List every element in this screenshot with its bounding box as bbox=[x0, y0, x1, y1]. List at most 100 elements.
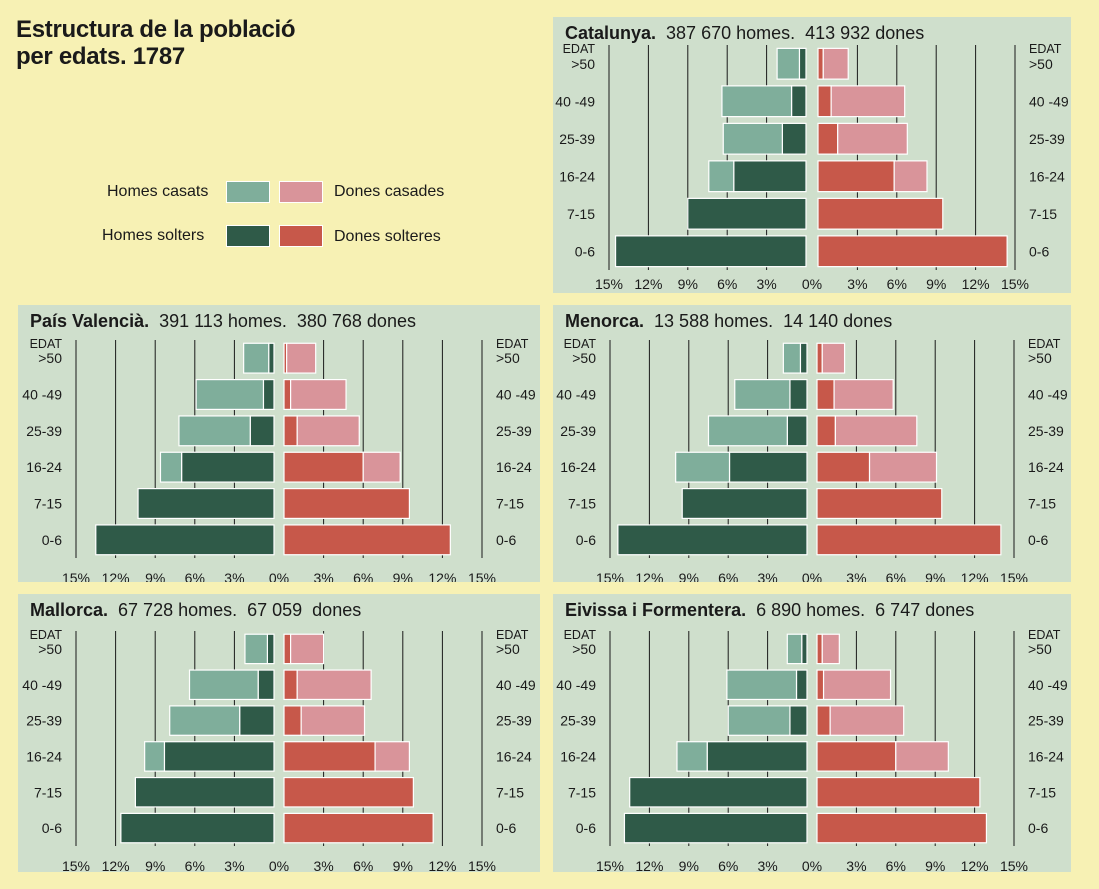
x-tick-label: 9% bbox=[926, 276, 946, 292]
panel-mallorca: Mallorca. 67 728 homes. 67 059 dones 0-6 0… bbox=[18, 594, 540, 872]
bar-homes-casats bbox=[721, 85, 793, 118]
x-tick-label: 9% bbox=[678, 276, 698, 292]
age-label-left: 0-6 bbox=[42, 820, 62, 836]
bar-dones-solteres bbox=[816, 451, 871, 483]
bar-homes-solters bbox=[163, 741, 275, 772]
bar-homes-solters bbox=[786, 415, 808, 447]
pyramid-chart: 0-6 0-6 7-15 7-15 16-24 16-24 25-39 25-39 40 -49… bbox=[22, 628, 536, 872]
bar-homes-casats bbox=[675, 451, 731, 483]
panel-title: Menorca. 13 588 homes. 14 140 dones bbox=[565, 311, 892, 332]
bar-dones-casades bbox=[374, 741, 410, 772]
age-label-right: 0-6 bbox=[1028, 820, 1048, 836]
bar-homes-solters bbox=[801, 633, 808, 665]
age-label-left: 16-24 bbox=[560, 459, 596, 475]
x-tick-label: 3% bbox=[313, 570, 333, 582]
age-label-right: 25-39 bbox=[496, 713, 532, 729]
x-tick-label: 0% bbox=[269, 570, 289, 582]
bar-homes-casats bbox=[776, 47, 801, 80]
bar-homes-solters bbox=[798, 47, 807, 80]
bar-dones-casades bbox=[290, 379, 347, 410]
x-tick-label: 6% bbox=[718, 570, 738, 582]
panel-title: Catalunya. 387 670 homes. 413 932 dones bbox=[565, 23, 924, 44]
bar-homes-solters bbox=[614, 235, 807, 268]
x-tick-label: 15% bbox=[1000, 570, 1028, 582]
age-label-left: 40 -49 bbox=[22, 677, 62, 693]
x-tick-label: 15% bbox=[596, 858, 624, 872]
age-label-right: >50 bbox=[1028, 350, 1052, 366]
x-tick-label: 12% bbox=[428, 570, 456, 582]
bar-dones-casades bbox=[286, 342, 317, 374]
age-label-left: 7-15 bbox=[568, 784, 596, 800]
bar-homes-solters bbox=[789, 705, 808, 736]
age-label-left: 25-39 bbox=[560, 713, 596, 729]
age-label-right: 25-39 bbox=[496, 423, 532, 439]
x-tick-label: 12% bbox=[635, 570, 663, 582]
age-label-left: 16-24 bbox=[559, 168, 595, 184]
age-label-right: 16-24 bbox=[1029, 168, 1065, 184]
bar-homes-solters bbox=[681, 488, 808, 519]
panel-title: País Valencià. 391 113 homes. 380 768 do… bbox=[30, 311, 416, 332]
bar-dones-solteres bbox=[816, 776, 981, 808]
edat-label-left: EDAT bbox=[564, 337, 597, 351]
bar-dones-casades bbox=[837, 122, 908, 155]
age-label-left: 40 -49 bbox=[555, 93, 595, 109]
x-tick-label: 15% bbox=[62, 570, 90, 582]
x-tick-label: 3% bbox=[313, 858, 333, 872]
x-tick-label: 0% bbox=[802, 858, 822, 872]
age-label-right: >50 bbox=[1028, 641, 1052, 657]
bar-homes-casats bbox=[243, 342, 270, 374]
x-tick-label: 12% bbox=[961, 570, 989, 582]
x-tick-label: 9% bbox=[925, 858, 945, 872]
panel-region-name: Catalunya. bbox=[565, 23, 657, 43]
age-label-left: 25-39 bbox=[26, 713, 62, 729]
bar-homes-casats bbox=[707, 415, 788, 447]
age-label-right: 7-15 bbox=[496, 496, 524, 512]
age-label-right: 25-39 bbox=[1029, 131, 1065, 147]
pyramid-chart: 0-6 0-6 7-15 7-15 16-24 16-24 25-39 25-39 40 -49… bbox=[556, 337, 1068, 582]
age-label-left: 25-39 bbox=[559, 131, 595, 147]
bar-homes-casats bbox=[782, 342, 802, 374]
edat-label-right: EDAT bbox=[496, 628, 529, 642]
age-label-left: 0-6 bbox=[576, 820, 596, 836]
bar-dones-casades bbox=[868, 451, 938, 483]
bar-homes-solters bbox=[799, 342, 808, 374]
bar-dones-casades bbox=[300, 705, 366, 736]
age-label-left: 40 -49 bbox=[22, 387, 62, 403]
legend-label-homes-solters: Homes solters bbox=[102, 227, 205, 244]
legend-label-dones-solteres: Dones solteres bbox=[334, 228, 441, 245]
bar-dones-solteres bbox=[283, 705, 302, 736]
bar-homes-casats bbox=[726, 669, 798, 701]
bar-homes-solters bbox=[137, 488, 275, 519]
legend-swatch-homes-casats bbox=[226, 181, 270, 203]
x-tick-label: 3% bbox=[757, 570, 777, 582]
age-label-left: >50 bbox=[38, 641, 62, 657]
age-label-right: 16-24 bbox=[496, 459, 532, 475]
x-tick-label: 3% bbox=[224, 858, 244, 872]
bar-dones-solteres bbox=[816, 342, 823, 374]
bar-homes-solters bbox=[134, 776, 275, 808]
age-label-right: 40 -49 bbox=[496, 387, 536, 403]
age-label-right: >50 bbox=[496, 641, 520, 657]
bar-dones-casades bbox=[822, 669, 892, 701]
edat-label-right: EDAT bbox=[1029, 42, 1062, 56]
bar-dones-casades bbox=[829, 705, 905, 736]
x-tick-label: 3% bbox=[847, 276, 867, 292]
x-tick-label: 9% bbox=[925, 570, 945, 582]
age-label-right: 7-15 bbox=[496, 784, 524, 800]
x-tick-label: 9% bbox=[145, 570, 165, 582]
pyramid-chart: 0-6 0-6 7-15 7-15 16-24 16-24 25-39 25-39 40 -49… bbox=[555, 42, 1069, 292]
edat-label-right: EDAT bbox=[1028, 337, 1061, 351]
age-label-left: 25-39 bbox=[560, 423, 596, 439]
x-tick-label: 6% bbox=[185, 858, 205, 872]
age-label-right: 40 -49 bbox=[1028, 677, 1068, 693]
x-tick-label: 3% bbox=[846, 858, 866, 872]
panel-region-name: País Valencià. bbox=[30, 311, 150, 331]
pyramid-chart: 0-6 0-6 7-15 7-15 16-24 16-24 25-39 25-39 40 -49… bbox=[556, 628, 1068, 872]
bar-homes-casats bbox=[676, 741, 708, 772]
panel-pais-valencia: País Valencià. 391 113 homes. 380 768 do… bbox=[18, 305, 540, 582]
bar-dones-solteres bbox=[816, 741, 897, 772]
age-label-right: 16-24 bbox=[1028, 748, 1064, 764]
panel-population-stats: 391 113 homes. 380 768 dones bbox=[149, 311, 416, 331]
bar-dones-solteres bbox=[817, 47, 824, 80]
age-label-left: 40 -49 bbox=[556, 387, 596, 403]
